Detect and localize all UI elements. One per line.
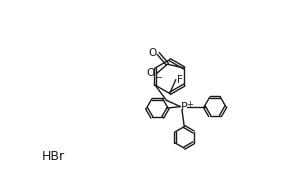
Text: O: O xyxy=(146,68,154,78)
Text: +: + xyxy=(187,100,193,109)
Text: F: F xyxy=(177,75,183,85)
Text: HBr: HBr xyxy=(42,150,65,163)
Text: P: P xyxy=(181,102,188,112)
Text: O: O xyxy=(148,48,156,58)
Text: −: − xyxy=(155,73,162,82)
